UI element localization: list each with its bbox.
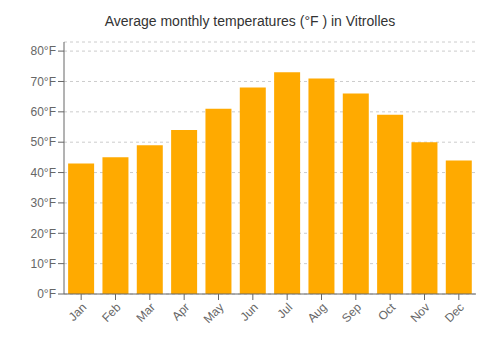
svg-text:0°F: 0°F	[37, 287, 56, 301]
svg-text:Jun: Jun	[237, 300, 261, 324]
svg-text:Dec: Dec	[442, 300, 467, 325]
svg-text:50°F: 50°F	[31, 135, 56, 149]
html-text:Average monthly temperatures (: Average monthly temperatures (°F ) in Vi…	[104, 13, 396, 29]
svg-text:10°F: 10°F	[31, 257, 56, 271]
svg-text:Oct: Oct	[375, 300, 399, 324]
svg-text:Sep: Sep	[339, 300, 364, 325]
svg-text:20°F: 20°F	[31, 227, 56, 241]
svg-text:80°F: 80°F	[31, 44, 56, 58]
svg-text:Aug: Aug	[305, 300, 330, 325]
svg-text:Nov: Nov	[408, 300, 433, 325]
svg-text:40°F: 40°F	[31, 166, 56, 180]
svg-text:May: May	[201, 300, 227, 326]
svg-text:70°F: 70°F	[31, 75, 56, 89]
svg-text:Mar: Mar	[133, 300, 158, 325]
svg-text:Jul: Jul	[275, 300, 296, 321]
svg-text:30°F: 30°F	[31, 196, 56, 210]
svg-text:Apr: Apr	[169, 300, 192, 323]
svg-text:Jan: Jan	[66, 300, 90, 324]
svg-text:60°F: 60°F	[31, 105, 56, 119]
svg-text:Feb: Feb	[99, 300, 124, 325]
